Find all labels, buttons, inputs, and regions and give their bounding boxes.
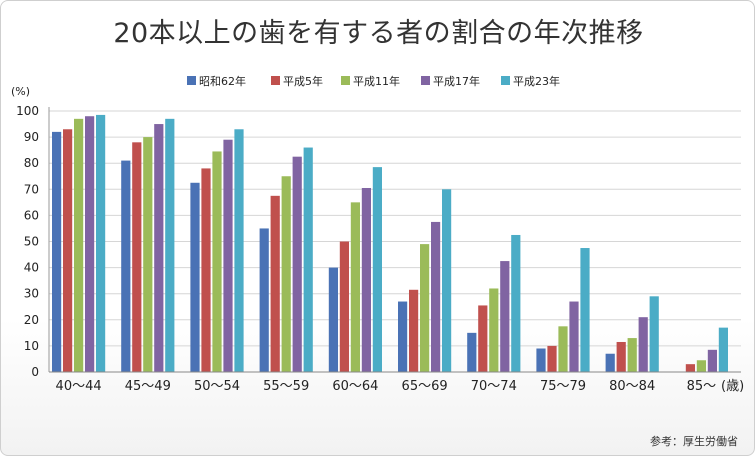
bar-4-7 xyxy=(580,248,590,372)
chart-title: 20本以上の歯を有する者の割合の年次推移 xyxy=(113,18,644,49)
x-tick-label: 85～ xyxy=(687,379,717,394)
bar-3-7 xyxy=(569,301,579,372)
bar-4-3 xyxy=(303,147,313,372)
bar-3-9 xyxy=(707,349,717,372)
bar-3-5 xyxy=(431,221,441,372)
bar-4-6 xyxy=(511,234,521,372)
y-tick-label: 40 xyxy=(24,261,39,275)
bar-3-8 xyxy=(638,317,648,372)
axes: 0 10 20 30 40 50 60 70 80 90 100 (%) 40～44 45～49 50～54… xyxy=(11,85,744,394)
legend-label-0: 昭和62年 xyxy=(199,74,246,88)
legend-label-4: 平成23年 xyxy=(513,74,560,88)
x-tick-label: 80～84 xyxy=(609,379,655,394)
bar-3-1 xyxy=(154,124,164,372)
x-tick-label: 40～44 xyxy=(56,379,102,394)
bar-2-5 xyxy=(420,244,430,372)
x-tick-label: 45～49 xyxy=(125,379,171,394)
bar-2-4 xyxy=(350,202,360,372)
y-tick-label: 70 xyxy=(24,182,39,196)
bar-0-5 xyxy=(398,301,408,372)
bar-2-6 xyxy=(489,288,499,372)
bar-1-6 xyxy=(478,305,488,372)
bar-4-1 xyxy=(165,118,175,372)
source-note: 参考：厚生労働省 xyxy=(650,435,738,448)
bar-0-6 xyxy=(467,332,477,372)
bar-2-8 xyxy=(627,338,637,372)
bar-1-0 xyxy=(63,129,73,372)
y-tick-label: 50 xyxy=(24,235,39,249)
bar-2-3 xyxy=(281,176,291,372)
legend-swatch-1 xyxy=(271,76,280,85)
x-tick-label: 75～79 xyxy=(540,379,586,394)
bar-0-2 xyxy=(190,182,200,372)
legend-swatch-2 xyxy=(341,76,350,85)
bar-1-8 xyxy=(616,341,626,372)
y-tick-label: 30 xyxy=(24,287,39,301)
bar-1-4 xyxy=(339,241,349,372)
bar-4-5 xyxy=(442,189,452,372)
gridlines xyxy=(49,110,741,347)
bar-2-7 xyxy=(558,326,568,372)
y-tick-label: 90 xyxy=(24,130,39,144)
y-tick-label: 0 xyxy=(31,365,39,379)
y-tick-label: 80 xyxy=(24,156,39,170)
y-tick-label: 100 xyxy=(16,104,39,118)
y-tick-label: 60 xyxy=(24,208,39,222)
bar-1-7 xyxy=(547,345,557,372)
legend-label-1: 平成5年 xyxy=(283,74,323,88)
x-tick-label: 50～54 xyxy=(194,379,240,394)
bar-3-3 xyxy=(292,156,302,372)
y-axis-unit: (%) xyxy=(11,85,30,98)
bar-2-0 xyxy=(74,118,84,372)
bar-4-8 xyxy=(649,296,659,372)
bar-0-1 xyxy=(121,160,131,372)
x-axis-unit: (歳) xyxy=(721,379,744,394)
legend-swatch-3 xyxy=(421,76,430,85)
bar-2-9 xyxy=(696,360,706,372)
bar-4-9 xyxy=(718,327,728,372)
legend-swatch-4 xyxy=(501,76,510,85)
bar-0-4 xyxy=(328,267,338,372)
bars xyxy=(52,114,728,372)
bar-1-3 xyxy=(270,195,280,372)
bar-3-4 xyxy=(361,187,371,372)
bar-4-0 xyxy=(96,114,106,372)
bar-0-8 xyxy=(605,353,615,372)
bar-2-2 xyxy=(212,151,222,372)
y-tick-label: 10 xyxy=(24,339,39,353)
bar-0-0 xyxy=(52,131,62,372)
bar-2-1 xyxy=(143,137,153,372)
legend-swatch-0 xyxy=(187,76,196,85)
y-tick-label: 20 xyxy=(24,313,39,327)
x-tick-label: 60～64 xyxy=(332,379,378,394)
legend-label-2: 平成11年 xyxy=(353,74,400,88)
bar-1-2 xyxy=(201,168,211,372)
bar-3-0 xyxy=(85,116,95,372)
bar-1-1 xyxy=(132,142,142,372)
x-tick-label: 65～69 xyxy=(402,379,448,394)
bar-3-2 xyxy=(223,139,233,372)
bar-1-5 xyxy=(409,289,419,372)
bar-1-9 xyxy=(685,364,695,372)
legend-label-3: 平成17年 xyxy=(433,74,480,88)
x-tick-label: 55～59 xyxy=(263,379,309,394)
bar-4-2 xyxy=(234,129,244,372)
bar-3-6 xyxy=(500,261,510,372)
bar-0-3 xyxy=(259,228,269,372)
x-tick-label: 70～74 xyxy=(471,379,517,394)
legend: 昭和62年 平成5年 平成11年 平成17年 平成23年 xyxy=(187,74,560,88)
bar-0-7 xyxy=(536,348,546,372)
bar-4-4 xyxy=(372,167,382,372)
